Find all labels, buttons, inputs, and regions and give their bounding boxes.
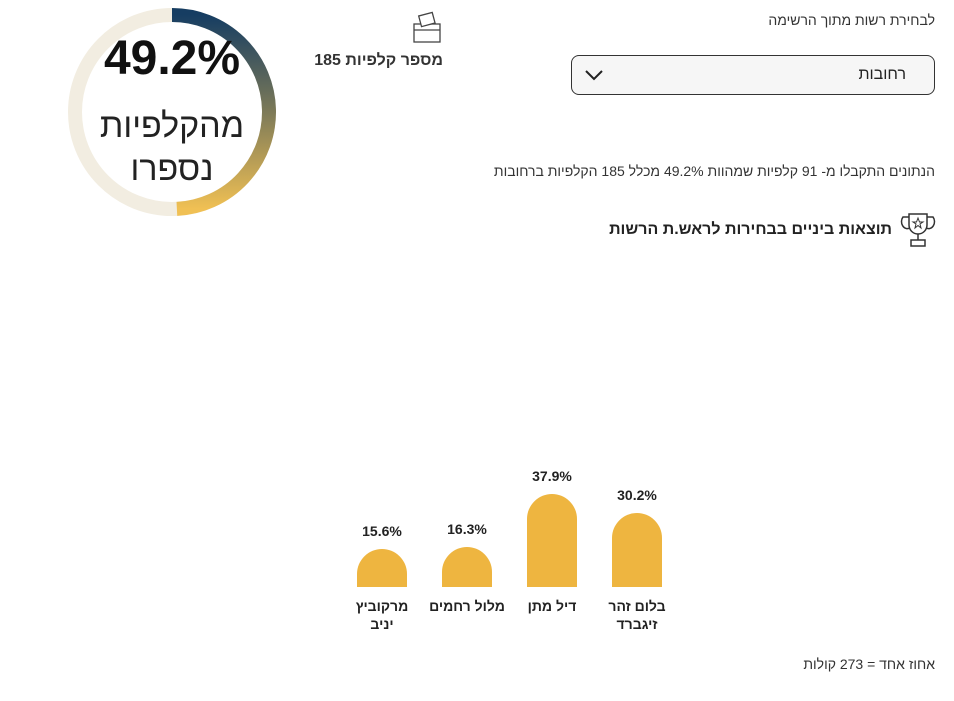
ballot-count: מספר קלפיות 185 bbox=[314, 52, 443, 70]
category-label: דיל מתן bbox=[527, 598, 577, 614]
value-label: 37.9% bbox=[532, 468, 572, 485]
ring-percent: 49.2% bbox=[104, 32, 240, 85]
bar-group: 37.9% דיל מתן bbox=[510, 440, 594, 670]
bar bbox=[442, 547, 492, 587]
value-label: 16.3% bbox=[447, 521, 487, 538]
category-label: בלום זהר זיגברד bbox=[608, 598, 666, 632]
bar-group: 16.3% מלול רחמים bbox=[425, 440, 509, 670]
ballot-label: מספר קלפיות bbox=[345, 52, 443, 69]
ballot-number: 185 bbox=[314, 52, 341, 69]
bar-group: 15.6% מרקוביץ יניב bbox=[340, 440, 424, 670]
ring-progress bbox=[171, 8, 276, 216]
chart-title: תוצאות ביניים בבחירות לראש.ת הרשות bbox=[609, 221, 892, 238]
value-label: 15.6% bbox=[362, 522, 402, 539]
bar-group: 30.2% בלום זהר זיגברד bbox=[595, 440, 679, 670]
value-label: 30.2% bbox=[617, 487, 657, 503]
ballot-icon bbox=[413, 11, 441, 43]
ring-caption: נספרו bbox=[131, 150, 214, 188]
footnote: אחוז אחד = 273 קולות bbox=[803, 656, 935, 672]
progress-ring: 49.2% מהקלפיות נספרו bbox=[68, 8, 276, 216]
category-label: מרקוביץ יניב bbox=[355, 598, 409, 632]
select-label: לבחירת רשות מתוך הרשימה bbox=[768, 12, 935, 28]
authority-select[interactable]: רחובות bbox=[571, 55, 935, 95]
bar bbox=[612, 513, 662, 587]
select-value: רחובות bbox=[858, 66, 906, 83]
bar-chart: 30.2% בלום זהר זיגברד 37.9% דיל מתן 16.3% מלו… bbox=[330, 440, 680, 670]
ring-caption: מהקלפיות bbox=[100, 107, 244, 145]
info-text: הנתונים התקבלו מ- 91 קלפיות שמהוות 49.2%… bbox=[493, 163, 935, 179]
category-label: מלול רחמים bbox=[429, 598, 505, 614]
bar bbox=[527, 494, 577, 587]
bar bbox=[357, 548, 407, 587]
trophy-icon bbox=[900, 213, 936, 247]
chevron bbox=[585, 70, 603, 81]
